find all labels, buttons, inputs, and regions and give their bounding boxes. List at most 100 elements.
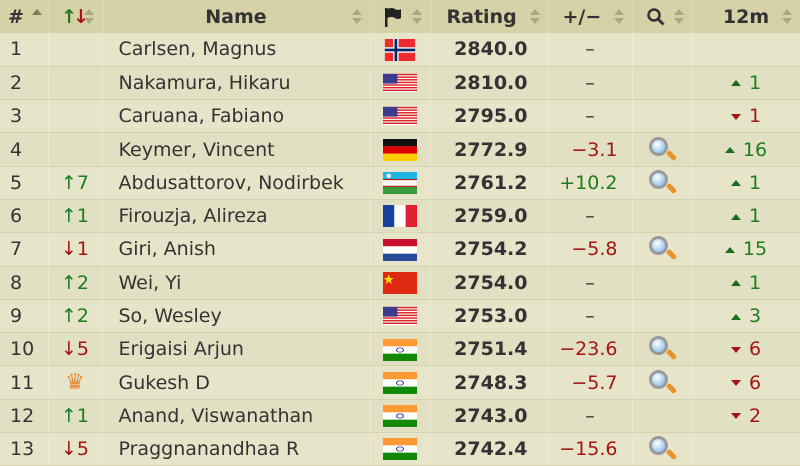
rank-change: ↑1 xyxy=(60,404,89,427)
rank-change: ↑2 xyxy=(60,305,89,328)
12m-change: 1 xyxy=(748,105,762,128)
rating-cell: 2743.0 xyxy=(430,399,549,434)
table-row[interactable]: 11 ♛ Gukesh D 2748.3 −5.7 6 xyxy=(0,365,800,400)
12m-cell: 1 xyxy=(692,199,800,234)
triangle-up-icon xyxy=(730,280,741,287)
country-cell xyxy=(370,432,431,466)
country-cell xyxy=(370,99,431,134)
12m-change: 6 xyxy=(748,371,762,394)
player-name[interactable]: Abdusattorov, Nodirbek xyxy=(102,166,371,200)
12m-cell: 1 xyxy=(692,266,800,300)
column-games[interactable] xyxy=(632,0,693,33)
player-name[interactable]: So, Wesley xyxy=(102,299,371,334)
search-icon xyxy=(646,8,665,26)
change-cell xyxy=(48,33,103,67)
12m-change: 1 xyxy=(748,205,762,228)
table-row[interactable]: 9 ↑2 So, Wesley 2753.0– 3 xyxy=(0,299,800,334)
diff-cell: −5.7 xyxy=(548,365,633,400)
country-cell xyxy=(370,365,431,400)
column-rank[interactable]: # xyxy=(0,0,49,33)
player-name[interactable]: Gukesh D xyxy=(102,365,371,400)
rank-cell: 6 xyxy=(0,199,49,234)
player-name[interactable]: Praggnanandhaa R xyxy=(102,432,371,466)
rating-cell: 2753.0 xyxy=(430,299,549,334)
table-row[interactable]: 8 ↑2 Wei, Yi 2754.0– 1 xyxy=(0,266,800,300)
player-name[interactable]: Giri, Anish xyxy=(102,232,371,267)
column-name[interactable]: Name xyxy=(102,0,371,33)
rank-change: ↓1 xyxy=(60,238,89,261)
player-name[interactable]: Erigaisi Arjun xyxy=(102,332,371,367)
12m-change: 15 xyxy=(742,238,768,261)
player-name[interactable]: Anand, Viswanathan xyxy=(102,399,371,434)
games-cell[interactable] xyxy=(632,332,693,367)
magnifier-icon[interactable] xyxy=(648,335,678,363)
diff-cell: – xyxy=(548,399,633,434)
rating-cell: 2795.0 xyxy=(430,99,549,134)
country-cell xyxy=(370,199,431,234)
diff-cell: – xyxy=(548,199,633,234)
player-name[interactable]: Carlsen, Magnus xyxy=(102,33,371,67)
column-change[interactable]: ↑↓ xyxy=(48,0,103,33)
rank-change: ↓5 xyxy=(60,438,89,461)
triangle-down-icon xyxy=(730,413,741,420)
games-cell xyxy=(632,266,693,300)
table-row[interactable]: 1 Carlsen, Magnus 2840.0– xyxy=(0,33,800,67)
games-cell xyxy=(632,199,693,234)
rating-cell: 2810.0 xyxy=(430,66,549,101)
change-cell: ♛ xyxy=(48,365,103,400)
diff-cell: – xyxy=(548,266,633,300)
games-cell[interactable] xyxy=(632,432,693,466)
magnifier-icon[interactable] xyxy=(648,169,678,197)
triangle-up-icon xyxy=(730,313,741,320)
12m-change: 1 xyxy=(748,71,762,94)
up-arrow-icon: ↑ xyxy=(61,5,77,28)
table-row[interactable]: 6 ↑1 Firouzja, Alireza 2759.0– 1 xyxy=(0,199,800,234)
change-cell: ↓5 xyxy=(48,332,103,367)
magnifier-icon[interactable] xyxy=(648,136,678,164)
rating-cell: 2840.0 xyxy=(430,33,549,67)
player-name[interactable]: Wei, Yi xyxy=(102,266,371,300)
games-cell[interactable] xyxy=(632,232,693,267)
magnifier-icon[interactable] xyxy=(648,369,678,397)
magnifier-icon[interactable] xyxy=(648,435,678,463)
games-cell[interactable] xyxy=(632,365,693,400)
country-cell xyxy=(370,232,431,267)
12m-cell: 1 xyxy=(692,166,800,200)
sort-icon xyxy=(351,9,362,25)
flag-usa-icon xyxy=(383,105,417,127)
table-row[interactable]: 5 ↑7 Abdusattorov, Nodirbek 2761.2 +10.2 1 xyxy=(0,166,800,200)
rank-cell: 10 xyxy=(0,332,49,367)
table-row[interactable]: 13 ↓5 Praggnanandhaa R 2742.4 −15.6 xyxy=(0,432,800,466)
player-name[interactable]: Firouzja, Alireza xyxy=(102,199,371,234)
change-cell: ↑7 xyxy=(48,166,103,200)
diff-cell: −3.1 xyxy=(548,132,633,167)
column-rating[interactable]: Rating xyxy=(430,0,549,33)
player-name[interactable]: Nakamura, Hikaru xyxy=(102,66,371,101)
diff-cell: – xyxy=(548,66,633,101)
triangle-up-icon xyxy=(730,80,741,87)
table-row[interactable]: 7 ↓1 Giri, Anish 2754.2 −5.8 15 xyxy=(0,232,800,267)
rank-cell: 8 xyxy=(0,266,49,300)
games-cell xyxy=(632,99,693,134)
player-name[interactable]: Keymer, Vincent xyxy=(102,132,371,167)
table-row[interactable]: 2 Nakamura, Hikaru 2810.0– 1 xyxy=(0,66,800,101)
rank-cell: 7 xyxy=(0,232,49,267)
magnifier-icon[interactable] xyxy=(648,235,678,263)
country-cell xyxy=(370,66,431,101)
sort-asc-icon xyxy=(31,9,42,25)
table-row[interactable]: 4 Keymer, Vincent 2772.9 −3.1 16 xyxy=(0,132,800,167)
flag-chn-icon xyxy=(383,271,417,294)
column-diff[interactable]: +/− xyxy=(548,0,633,33)
table-row[interactable]: 10 ↓5 Erigaisi Arjun 2751.4 −23.6 6 xyxy=(0,332,800,367)
games-cell[interactable] xyxy=(632,166,693,200)
rank-cell: 11 xyxy=(0,365,49,400)
games-cell[interactable] xyxy=(632,132,693,167)
column-flag[interactable] xyxy=(370,0,431,33)
player-name[interactable]: Caruana, Fabiano xyxy=(102,99,371,134)
sort-icon xyxy=(411,9,422,25)
table-row[interactable]: 12 ↑1 Anand, Viswanathan 2743.0– 2 xyxy=(0,399,800,434)
triangle-up-icon xyxy=(724,246,735,253)
table-row[interactable]: 3 Caruana, Fabiano 2795.0– 1 xyxy=(0,99,800,134)
column-12m[interactable]: 12m xyxy=(692,0,800,33)
